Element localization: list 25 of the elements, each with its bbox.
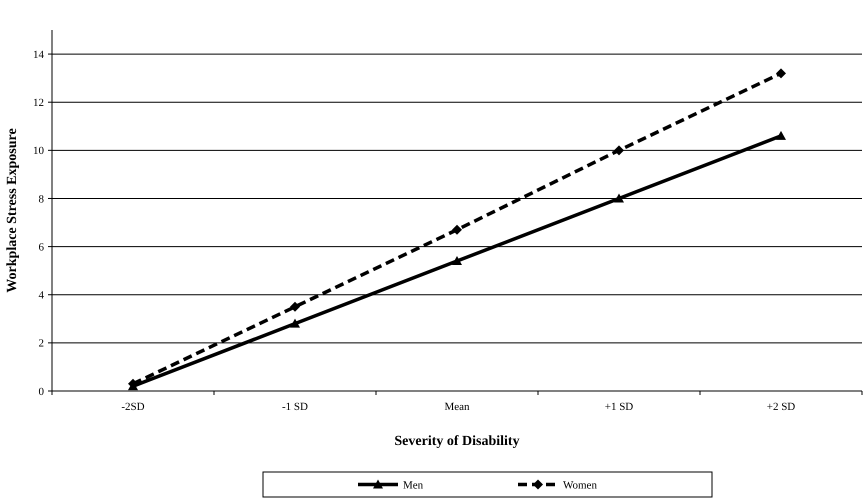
point	[776, 68, 786, 78]
point	[290, 302, 300, 312]
y-tick-label: 14	[33, 48, 44, 61]
y-tick-label: 2	[38, 338, 44, 350]
point	[614, 193, 624, 202]
y-tick-label: 0	[38, 386, 44, 398]
y-tick-label: 8	[38, 193, 44, 206]
x-tick-label: Mean	[444, 401, 470, 413]
y-tick-label: 6	[38, 241, 44, 254]
x-axis-title: Severity of Disability	[394, 434, 520, 449]
legend-label: Men	[403, 479, 424, 492]
point	[614, 145, 624, 156]
y-axis-title: Workplace Stress Exposure	[5, 128, 20, 293]
point	[290, 318, 300, 328]
point	[452, 224, 462, 235]
x-tick-label: +1 SD	[604, 401, 634, 413]
point	[452, 256, 462, 266]
x-tick-label: +2 SD	[766, 401, 796, 413]
y-tick-label: 12	[33, 97, 44, 110]
y-tick-label: 4	[38, 290, 44, 302]
y-tick-label: 10	[33, 145, 44, 158]
legend-label: Women	[563, 479, 598, 492]
x-tick-label: -2SD	[121, 401, 145, 413]
point	[776, 130, 786, 140]
x-tick-label: -1 SD	[282, 401, 308, 413]
